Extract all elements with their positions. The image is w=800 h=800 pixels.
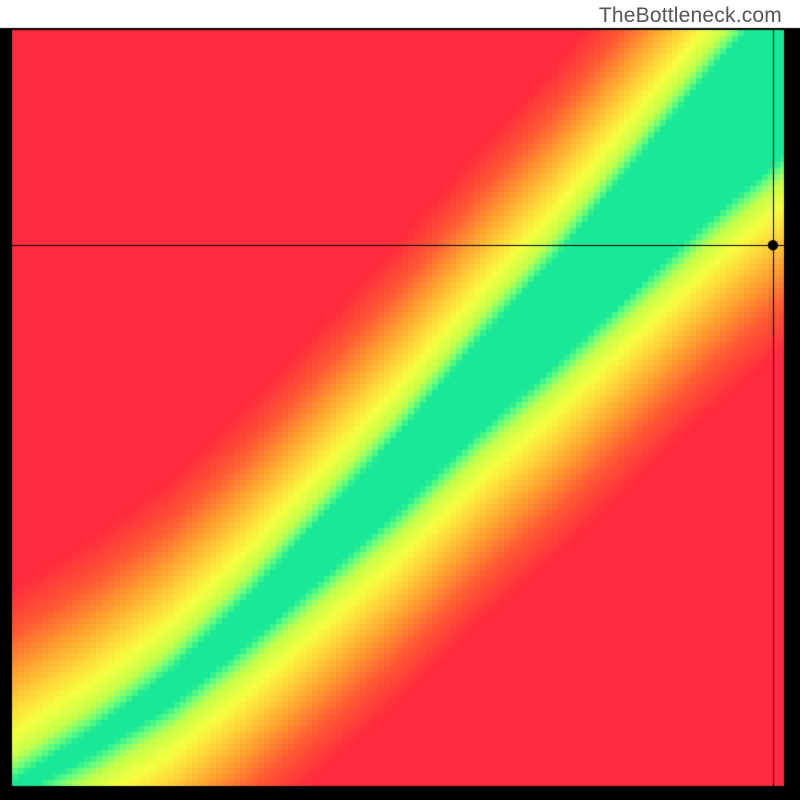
watermark-label: TheBottleneck.com xyxy=(599,4,782,28)
chart-container: TheBottleneck.com xyxy=(0,0,800,800)
heatmap-canvas xyxy=(0,0,800,800)
